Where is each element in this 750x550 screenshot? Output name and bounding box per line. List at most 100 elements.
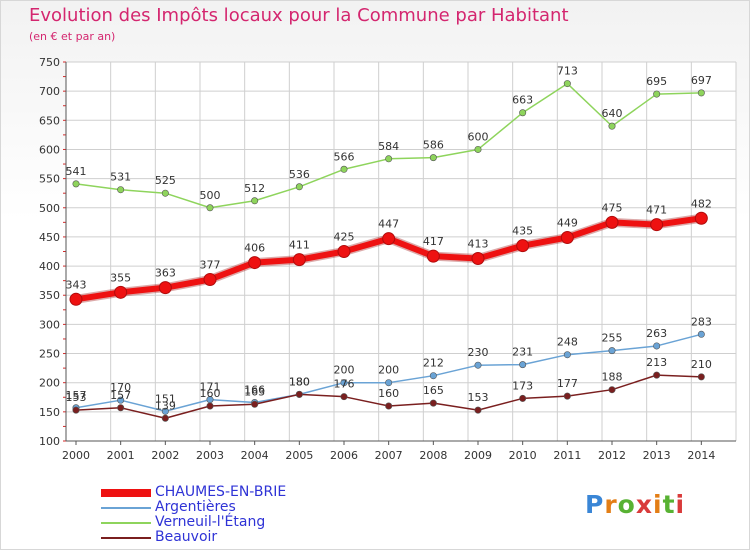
logo-letter: t (662, 490, 676, 519)
data-point-0 (382, 232, 396, 246)
data-label-1: 151 (155, 392, 176, 405)
x-tick-label: 2012 (598, 449, 626, 462)
logo-letter: o (617, 490, 636, 519)
data-point-2 (340, 165, 348, 173)
data-label-1: 200 (334, 364, 355, 377)
data-label-3: 210 (691, 358, 712, 371)
data-point-3 (474, 406, 482, 414)
data-point-0 (605, 215, 619, 229)
data-label-1: 263 (646, 327, 667, 340)
y-tick-label: 300 (39, 318, 60, 331)
legend-swatch-verneuil (101, 522, 151, 524)
data-point-3 (206, 402, 214, 410)
data-point-2 (563, 80, 571, 88)
data-point-0 (471, 251, 485, 265)
data-point-0 (69, 292, 83, 306)
data-point-1 (385, 379, 393, 387)
data-label-2: 500 (200, 189, 221, 202)
data-point-2 (206, 204, 214, 212)
data-point-2 (429, 154, 437, 162)
data-point-3 (563, 392, 571, 400)
data-label-2: 525 (155, 174, 176, 187)
data-label-0: 411 (289, 239, 310, 252)
data-point-2 (653, 90, 661, 98)
y-tick-label: 550 (39, 173, 60, 186)
legend-swatch-chaumes (101, 489, 151, 497)
data-point-1 (429, 372, 437, 380)
x-tick-label: 2013 (643, 449, 671, 462)
x-tick-label: 2010 (509, 449, 537, 462)
data-label-2: 512 (244, 182, 265, 195)
data-label-1: 283 (691, 315, 712, 328)
data-point-0 (248, 256, 262, 270)
data-point-0 (114, 285, 128, 299)
data-label-3: 165 (423, 384, 444, 397)
legend-label-chaumes: CHAUMES-EN-BRIE (155, 484, 287, 500)
data-point-0 (560, 231, 574, 245)
data-label-3: 160 (378, 387, 399, 400)
data-label-1: 248 (557, 336, 578, 349)
data-label-3: 160 (200, 387, 221, 400)
data-label-0: 343 (66, 278, 87, 291)
logo-letter: P (585, 490, 605, 519)
data-label-0: 413 (468, 237, 489, 250)
legend-label-beauvoir: Beauvoir (155, 529, 218, 545)
data-label-1: 230 (468, 346, 489, 359)
data-point-3 (519, 394, 527, 402)
y-tick-label: 600 (39, 143, 60, 156)
data-label-3: 213 (646, 356, 667, 369)
data-label-3: 163 (244, 385, 265, 398)
data-label-2: 697 (691, 74, 712, 87)
data-label-0: 475 (602, 201, 623, 214)
data-label-3: 139 (155, 399, 176, 412)
data-label-1: 157 (66, 389, 87, 402)
data-point-0 (694, 211, 708, 225)
data-label-2: 600 (468, 130, 489, 143)
data-label-2: 566 (334, 150, 355, 163)
data-label-1: 212 (423, 357, 444, 370)
data-point-2 (608, 122, 616, 130)
data-point-3 (653, 371, 661, 379)
data-label-0: 482 (691, 197, 712, 210)
data-label-1: 255 (602, 332, 623, 345)
legend-swatch-beauvoir (101, 537, 151, 539)
y-tick-label: 450 (39, 231, 60, 244)
data-point-1 (474, 361, 482, 369)
data-label-3: 153 (468, 391, 489, 404)
data-label-2: 640 (602, 107, 623, 120)
data-point-0 (292, 253, 306, 267)
x-tick-label: 2011 (553, 449, 581, 462)
data-point-1 (653, 342, 661, 350)
x-tick-label: 2007 (375, 449, 403, 462)
data-point-0 (516, 239, 530, 253)
data-point-1 (117, 396, 125, 404)
data-label-0: 377 (200, 258, 221, 271)
y-tick-label: 700 (39, 85, 60, 98)
data-label-0: 406 (244, 242, 265, 255)
data-point-3 (340, 393, 348, 401)
x-tick-label: 2003 (196, 449, 224, 462)
data-point-1 (519, 361, 527, 369)
chart-subtitle: (en € et par an) (29, 30, 116, 43)
data-point-2 (117, 186, 125, 194)
data-point-2 (519, 109, 527, 117)
legend-swatch-argentieres (101, 507, 151, 509)
x-tick-label: 2001 (107, 449, 135, 462)
logo-letter: i (675, 490, 686, 519)
data-label-0: 447 (378, 218, 399, 231)
data-label-2: 586 (423, 139, 444, 152)
data-point-3 (697, 373, 705, 381)
data-label-1: 200 (378, 364, 399, 377)
data-label-2: 584 (378, 140, 399, 153)
data-label-1: 231 (512, 346, 533, 359)
data-label-3: 177 (557, 377, 578, 390)
data-label-2: 536 (289, 168, 310, 181)
legend-label-argentieres: Argentières (155, 499, 236, 515)
x-tick-label: 2000 (62, 449, 90, 462)
data-point-2 (697, 89, 705, 97)
data-point-0 (650, 218, 664, 232)
x-tick-label: 2005 (285, 449, 313, 462)
data-label-1: 171 (200, 381, 221, 394)
